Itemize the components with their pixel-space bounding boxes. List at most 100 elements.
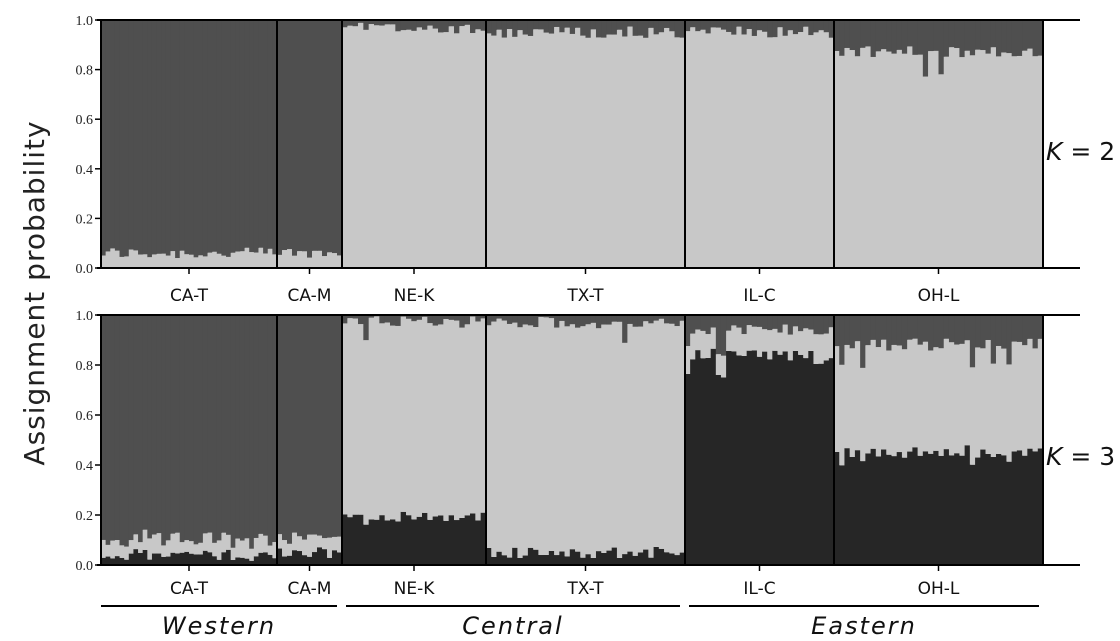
bar-segment xyxy=(548,550,555,565)
bar-segment xyxy=(352,26,359,268)
bar-segment xyxy=(297,315,303,537)
bar-segment xyxy=(156,315,162,534)
bar-segment xyxy=(347,318,354,518)
bar-segment xyxy=(363,20,370,30)
bar-segment xyxy=(865,315,872,346)
bar-segment xyxy=(767,315,773,331)
bar-segment xyxy=(954,453,960,565)
bar-segment xyxy=(491,35,498,269)
bar-segment xyxy=(119,20,125,257)
bar-segment xyxy=(124,315,130,547)
bar-segment xyxy=(230,560,236,565)
bar-segment xyxy=(543,20,550,33)
bar-segment xyxy=(543,32,550,268)
bar-segment xyxy=(834,451,840,565)
bar-segment xyxy=(133,315,139,535)
bar-segment xyxy=(244,20,250,248)
bar-segment xyxy=(985,20,992,54)
bar-segment xyxy=(875,315,882,348)
bar-segment xyxy=(933,450,940,565)
bar-segment xyxy=(854,341,861,451)
bar-segment xyxy=(658,548,665,565)
bar-segment xyxy=(881,449,887,565)
bar-segment xyxy=(379,315,386,324)
bar-segment xyxy=(658,318,665,549)
bar-segment xyxy=(938,348,945,456)
y-tick-label: 0.0 xyxy=(76,262,94,277)
bar-segment xyxy=(980,348,987,450)
bar-segment xyxy=(406,515,412,565)
bar-segment xyxy=(207,552,213,565)
bar-segment xyxy=(590,29,597,268)
bar-segment xyxy=(322,20,328,257)
bar-segment xyxy=(637,315,644,327)
bar-segment xyxy=(980,315,987,349)
bar-segment xyxy=(491,321,498,557)
bar-segment xyxy=(189,254,195,268)
bar-segment xyxy=(184,315,190,541)
bar-segment xyxy=(710,27,717,269)
bar-segment xyxy=(896,452,903,565)
bar-segment xyxy=(133,20,139,251)
bar-segment xyxy=(762,351,768,565)
bar-segment xyxy=(616,29,623,268)
bar-segment xyxy=(622,36,628,268)
population-label: TX-T xyxy=(566,286,604,306)
bar-segment xyxy=(917,455,924,565)
bar-segment xyxy=(198,255,204,268)
bar-segment xyxy=(179,20,185,251)
bar-segment xyxy=(632,35,639,268)
bar-segment xyxy=(746,20,753,30)
bar-segment xyxy=(896,315,903,346)
bar-segment xyxy=(464,324,471,516)
bar-segment xyxy=(459,315,466,328)
bar-segment xyxy=(964,445,971,565)
bar-segment xyxy=(595,328,602,552)
bar-segment xyxy=(943,20,950,57)
bar-segment xyxy=(772,315,779,329)
bar-segment xyxy=(342,27,348,268)
bar-segment xyxy=(184,254,190,268)
bar-segment xyxy=(798,354,804,565)
bar-segment xyxy=(226,256,232,268)
bar-segment xyxy=(133,534,139,550)
bar-segment xyxy=(142,20,148,255)
bar-segment xyxy=(267,248,273,268)
bar-segment xyxy=(193,554,199,565)
bar-segment xyxy=(156,533,162,554)
bar-segment xyxy=(622,20,628,37)
bar-segment xyxy=(575,551,581,565)
bar-segment xyxy=(554,20,560,27)
population-label: CA-T xyxy=(170,579,209,599)
bar-segment xyxy=(959,343,966,456)
bar-segment xyxy=(787,360,794,565)
bar-segment xyxy=(522,324,529,556)
bar-segment xyxy=(221,552,227,565)
bar-segment xyxy=(358,315,364,325)
bar-segment xyxy=(669,553,676,565)
bar-segment xyxy=(221,315,227,533)
bar-segment xyxy=(543,317,550,555)
bar-segment xyxy=(943,338,950,450)
bar-segment xyxy=(595,37,602,269)
bar-segment xyxy=(891,53,898,269)
bar-segment xyxy=(1011,20,1018,57)
bar-segment xyxy=(235,557,241,565)
bar-segment xyxy=(595,20,602,38)
bar-segment xyxy=(901,349,908,458)
bar-segment xyxy=(189,20,195,255)
bar-segment xyxy=(782,324,789,352)
bar-segment xyxy=(475,321,482,521)
bar-segment xyxy=(119,557,125,565)
bar-segment xyxy=(527,547,534,565)
bar-segment xyxy=(777,332,784,355)
bar-segment xyxy=(954,344,960,454)
bar-segment xyxy=(312,20,318,251)
bar-segment xyxy=(230,252,236,268)
bar-segment xyxy=(128,249,135,268)
bar-segment xyxy=(277,548,283,565)
bar-segment xyxy=(272,315,278,543)
bar-segment xyxy=(175,315,181,533)
bar-segment xyxy=(1022,20,1028,51)
bar-segment xyxy=(959,20,966,58)
